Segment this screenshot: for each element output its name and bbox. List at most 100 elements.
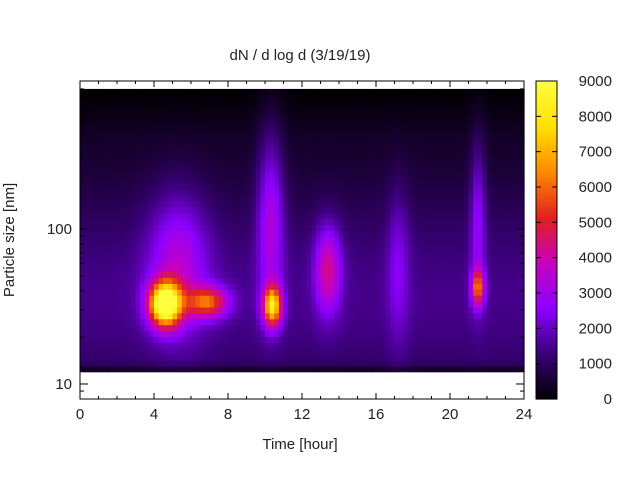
- heatmap-cell: [389, 147, 396, 155]
- heatmap-cell: [450, 130, 456, 137]
- heatmap-cell: [98, 106, 104, 114]
- heatmap-cell: [463, 130, 470, 137]
- heatmap-cell: [473, 365, 479, 373]
- heatmap-cell: [436, 253, 442, 261]
- heatmap-cell: [107, 236, 113, 243]
- heatmap-cell: [274, 136, 280, 143]
- heatmap-cell: [130, 106, 137, 114]
- heatmap-cell: [103, 247, 109, 255]
- heatmap-cell: [89, 106, 95, 114]
- heatmap-cell: [496, 136, 502, 143]
- heatmap-cell: [505, 253, 511, 261]
- heatmap-cell: [103, 348, 109, 355]
- heatmap-cell: [107, 218, 113, 226]
- heatmap-cell: [422, 295, 428, 302]
- heatmap-cell: [454, 259, 460, 267]
- heatmap-cell: [463, 283, 470, 290]
- heatmap-cell: [413, 100, 419, 108]
- heatmap-cell: [158, 194, 164, 202]
- heatmap-cell: [376, 194, 382, 202]
- heatmap-cell: [251, 295, 257, 302]
- heatmap-cell: [339, 130, 345, 137]
- heatmap-cell: [278, 200, 285, 208]
- heatmap-cell: [172, 165, 178, 172]
- heatmap-cell: [126, 94, 132, 102]
- heatmap-cell: [510, 165, 516, 172]
- colorbar-segment: [536, 202, 557, 207]
- heatmap-cell: [80, 106, 86, 114]
- heatmap-cell: [288, 194, 294, 202]
- heatmap-cell: [89, 342, 95, 349]
- heatmap-cell: [302, 330, 308, 337]
- heatmap-cell: [103, 271, 109, 279]
- heatmap-cell: [144, 342, 150, 349]
- heatmap-cell: [394, 342, 400, 349]
- heatmap-cell: [126, 218, 132, 226]
- heatmap-cell: [265, 112, 271, 119]
- heatmap-cell: [172, 336, 178, 343]
- heatmap-cell: [209, 242, 215, 249]
- heatmap-cell: [278, 324, 285, 332]
- heatmap-cell: [209, 365, 215, 373]
- heatmap-cell: [468, 348, 474, 355]
- heatmap-cell: [408, 183, 414, 190]
- heatmap-cell: [172, 324, 178, 332]
- heatmap-cell: [426, 224, 433, 231]
- heatmap-cell: [163, 136, 169, 143]
- heatmap-cell: [251, 153, 257, 161]
- heatmap-cell: [450, 324, 456, 332]
- heatmap-cell: [403, 118, 409, 125]
- heatmap-cell: [135, 265, 141, 273]
- heatmap-cell: [311, 271, 317, 279]
- heatmap-cell: [186, 242, 192, 249]
- heatmap-cell: [468, 141, 474, 149]
- heatmap-cell: [112, 306, 118, 314]
- heatmap-cell: [329, 94, 335, 102]
- heatmap-cell: [130, 200, 137, 208]
- heatmap-cell: [339, 336, 345, 343]
- heatmap-cell: [209, 206, 215, 214]
- heatmap-cell: [514, 295, 520, 302]
- heatmap-cell: [348, 159, 354, 167]
- heatmap-cell: [306, 312, 312, 320]
- heatmap-cell: [380, 359, 386, 367]
- heatmap-cell: [288, 336, 294, 343]
- heatmap-cell: [93, 200, 100, 208]
- heatmap-cell: [186, 354, 192, 361]
- heatmap-cell: [394, 189, 400, 196]
- heatmap-cell: [154, 230, 160, 237]
- heatmap-cell: [223, 295, 229, 302]
- heatmap-cell: [315, 283, 322, 290]
- heatmap-cell: [491, 348, 497, 355]
- heatmap-cell: [500, 147, 507, 155]
- heatmap-cell: [130, 189, 137, 196]
- heatmap-cell: [297, 141, 303, 149]
- heatmap-cell: [445, 359, 451, 367]
- heatmap-cell: [491, 242, 497, 249]
- heatmap-cell: [510, 247, 516, 255]
- heatmap-cell: [473, 348, 479, 355]
- heatmap-cell: [98, 94, 104, 102]
- heatmap-cell: [246, 124, 252, 131]
- heatmap-cell: [408, 277, 414, 284]
- heatmap-cell: [255, 265, 261, 273]
- heatmap-cell: [505, 130, 511, 137]
- heatmap-cell: [450, 242, 456, 249]
- heatmap-cell: [417, 136, 423, 143]
- heatmap-cell: [311, 118, 317, 125]
- heatmap-cell: [228, 277, 234, 284]
- heatmap-cell: [459, 271, 465, 279]
- heatmap-cell: [241, 301, 248, 308]
- heatmap-cell: [496, 277, 502, 284]
- heatmap-cell: [177, 336, 183, 343]
- heatmap-cell: [339, 306, 345, 314]
- heatmap-cell: [380, 277, 386, 284]
- heatmap-cell: [251, 106, 257, 114]
- heatmap-cell: [232, 365, 238, 373]
- heatmap-cell: [107, 336, 113, 343]
- heatmap-cell: [334, 271, 340, 279]
- heatmap-cell: [98, 118, 104, 125]
- heatmap-cell: [186, 106, 192, 114]
- heatmap-cell: [80, 189, 86, 196]
- heatmap-cell: [306, 253, 312, 261]
